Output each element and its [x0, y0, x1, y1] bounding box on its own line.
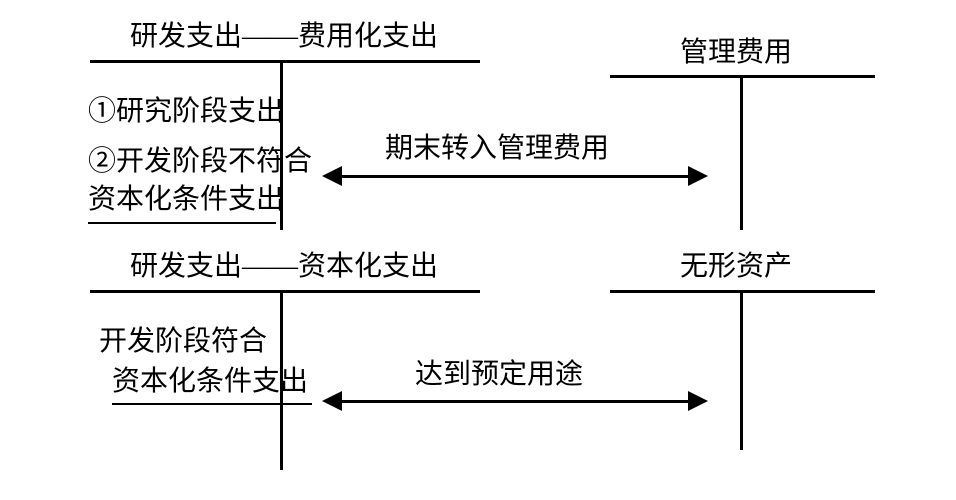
account1-item1: ①研究阶段支出: [88, 95, 284, 129]
account1-item3: 资本化条件支出: [88, 183, 284, 217]
account1-underline: [88, 222, 276, 224]
arrow2-line: [340, 400, 690, 403]
arrow2-label: 达到预定用途: [415, 358, 583, 392]
account1-title: 研发支出——费用化支出: [130, 20, 438, 54]
account2-vline: [740, 75, 743, 230]
arrow1-line: [340, 175, 690, 178]
account4-title: 无形资产: [680, 250, 792, 284]
account3-item1: 开发阶段符合: [99, 325, 267, 359]
account4-vline: [740, 290, 743, 450]
account3-title: 研发支出——资本化支出: [130, 250, 438, 284]
arrow1-right-head: [688, 166, 708, 186]
arrow1-left-head: [322, 166, 342, 186]
account3-item2: 资本化条件支出: [112, 365, 308, 399]
arrow2-right-head: [688, 391, 708, 411]
account2-title: 管理费用: [680, 36, 792, 70]
account1-item2: ②开发阶段不符合: [88, 145, 312, 179]
account1-hline: [90, 60, 480, 63]
account3-hline: [90, 290, 480, 293]
arrow1-label: 期末转入管理费用: [385, 132, 609, 166]
account3-underline: [112, 403, 312, 405]
arrow2-left-head: [322, 391, 342, 411]
